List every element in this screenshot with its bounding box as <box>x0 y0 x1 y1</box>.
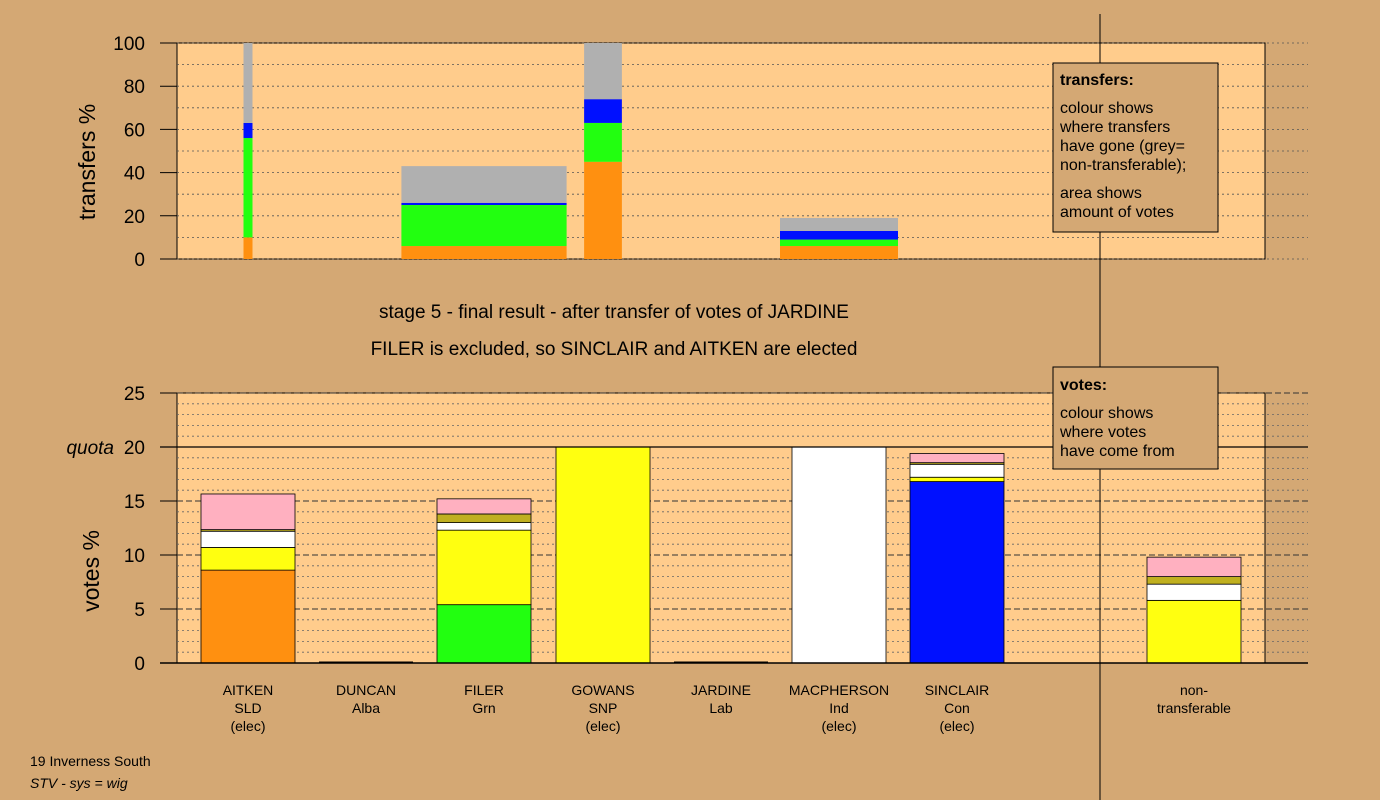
vote-segment <box>1146 556 1242 577</box>
vote-segment <box>200 530 296 548</box>
tick-label: 60 <box>124 120 145 141</box>
transfers-legend-line: non-transferable); <box>1060 157 1186 174</box>
candidate-label: Grn <box>472 700 495 716</box>
result-heading: FILER is excluded, so SINCLAIR and AITKE… <box>371 339 858 360</box>
transfer-segment <box>243 237 253 259</box>
votes-legend-line: have come from <box>1060 443 1175 460</box>
vote-segment <box>200 547 296 571</box>
vote-segment <box>1146 576 1242 585</box>
transfers-legend-line: colour shows <box>1060 100 1153 117</box>
tick-label: 80 <box>124 77 145 98</box>
transfers-legend-line: where transfers <box>1059 119 1170 136</box>
vote-segment <box>200 569 296 664</box>
candidate-label: SNP <box>589 700 618 716</box>
transfers-legend-line: area shows <box>1060 185 1142 202</box>
transfer-segment <box>401 202 567 205</box>
transfer-segment <box>401 246 567 259</box>
votes-gridlines <box>177 392 1308 653</box>
tick-label: 20 <box>124 438 145 459</box>
transfer-segment <box>243 122 253 139</box>
vote-segment <box>436 604 532 664</box>
vote-segment <box>791 446 887 664</box>
candidate-label: Ind <box>829 700 848 716</box>
transfers-legend-line: have gone (grey= <box>1060 138 1185 155</box>
transfers-gridlines <box>177 42 1308 260</box>
tick-label: 15 <box>124 492 145 513</box>
candidate-label: GOWANS <box>571 682 634 698</box>
votes-legend-line: where votes <box>1059 424 1146 441</box>
transfer-segment <box>780 230 898 240</box>
tick-label: 5 <box>134 600 145 621</box>
candidate-label: Con <box>944 700 970 716</box>
tick-label: 40 <box>124 164 145 185</box>
candidate-label: SLD <box>234 700 261 716</box>
votes-legend: votes: colour shows where votes have com… <box>1052 366 1219 470</box>
transfers-legend-line: amount of votes <box>1060 204 1174 221</box>
candidate-label: FILER <box>464 682 504 698</box>
tick-label: 10 <box>124 546 145 567</box>
vote-segment <box>909 476 1005 482</box>
transfer-segment <box>243 138 253 238</box>
votes-bars <box>200 446 1242 664</box>
transfers-bars <box>243 43 898 259</box>
vote-segment <box>436 529 532 606</box>
candidate-label: non- <box>1180 682 1208 698</box>
tick-label: 100 <box>113 34 145 55</box>
vote-segment <box>909 481 1005 664</box>
candidate-label: (elec) <box>585 718 620 734</box>
transfer-segment <box>401 205 567 247</box>
vote-segment <box>909 453 1005 464</box>
candidate-label: (elec) <box>821 718 856 734</box>
vote-segment <box>555 446 651 664</box>
candidate-label: SINCLAIR <box>925 682 990 698</box>
transfers-legend-title: transfers: <box>1060 72 1134 89</box>
candidate-label: MACPHERSON <box>789 682 889 698</box>
tick-label: 0 <box>134 250 145 271</box>
stage-heading: stage 5 - final result - after transfer … <box>379 302 849 323</box>
votes-legend-line: colour shows <box>1060 405 1153 422</box>
tick-label: 0 <box>134 654 145 675</box>
candidate-label: Lab <box>709 700 733 716</box>
tick-label: 20 <box>124 207 145 228</box>
vote-segment <box>436 513 532 524</box>
votes-y-axis-title: votes % <box>78 530 104 612</box>
quota-label: quota <box>66 438 114 459</box>
transfer-segment <box>401 166 567 203</box>
votes-legend-title: votes: <box>1060 377 1107 394</box>
transfer-segment <box>243 43 253 123</box>
candidate-label: (elec) <box>939 718 974 734</box>
transfer-segment <box>780 246 898 259</box>
candidate-label: transferable <box>1157 700 1231 716</box>
system-label: STV - sys = wig <box>30 775 128 791</box>
transfers-y-axis: 0 20 40 60 80 100 <box>113 34 177 271</box>
candidate-label: JARDINE <box>691 682 751 698</box>
transfer-segment <box>780 239 898 247</box>
transfer-segment <box>584 161 622 259</box>
transfers-legend-box <box>1052 62 1219 233</box>
votes-legend-box <box>1052 366 1219 470</box>
candidate-label: Alba <box>352 700 380 716</box>
vote-segment <box>909 463 1005 478</box>
transfer-segment <box>584 122 622 162</box>
transfer-segment <box>584 43 622 100</box>
candidate-labels: AITKEN SLD (elec) DUNCAN Alba FILER Grn GOWANS S… <box>223 682 1231 734</box>
vote-segment <box>200 493 296 531</box>
vote-segment <box>436 498 532 515</box>
constituency-label: 19 Inverness South <box>30 753 151 769</box>
vote-segment <box>1146 583 1242 601</box>
candidate-label: DUNCAN <box>336 682 396 698</box>
vote-segment <box>436 522 532 531</box>
transfer-segment <box>584 99 622 123</box>
votes-y-axis: 0 5 10 15 20 25 <box>124 384 177 675</box>
candidate-label: AITKEN <box>223 682 274 698</box>
transfers-y-axis-title: transfers % <box>74 104 100 220</box>
transfers-legend: transfers: colour shows where transfers … <box>1052 62 1219 233</box>
candidate-label: (elec) <box>230 718 265 734</box>
vote-segment <box>1146 599 1242 664</box>
tick-label: 25 <box>124 384 145 405</box>
transfer-segment <box>780 217 898 231</box>
